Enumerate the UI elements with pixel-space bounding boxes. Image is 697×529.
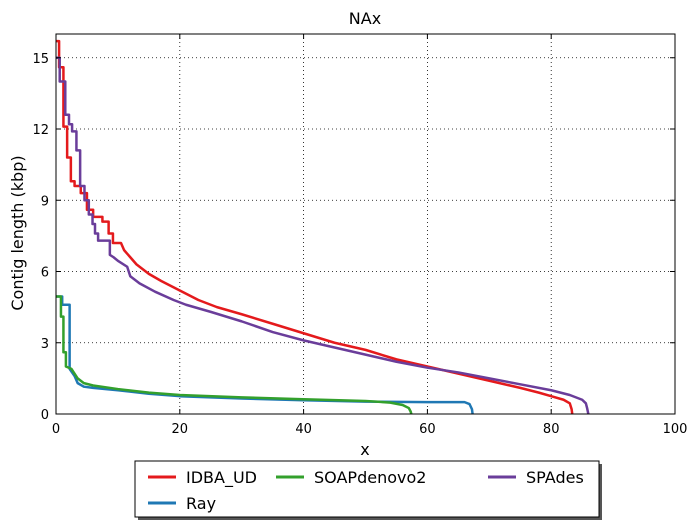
series-line-spades [56, 56, 590, 415]
series-line-idba-ud [56, 39, 574, 415]
series-line-ray [56, 295, 474, 415]
x-tick-label: 80 [543, 422, 560, 437]
x-tick-label: 40 [295, 422, 312, 437]
plot-frame [55, 33, 676, 415]
y-tick-label: 3 [41, 337, 49, 352]
legend: IDBA_UD Ray SOAPdenovo2 SPAdes [134, 460, 602, 520]
series-line-soapdenovo2 [56, 295, 413, 415]
y-tick-label: 9 [41, 194, 49, 209]
y-axis-label: Contig length (kbp) [8, 155, 27, 310]
y-tick-label: 0 [41, 408, 49, 423]
y-tick-label: 12 [32, 123, 49, 138]
y-tick-label: 15 [32, 52, 49, 67]
legend-label: Ray [186, 494, 216, 513]
legend-label: SOAPdenovo2 [314, 468, 426, 487]
legend-label: IDBA_UD [186, 468, 257, 488]
x-axis-label: x [360, 440, 369, 459]
y-tick-label: 6 [41, 266, 49, 281]
x-tick-label: 100 [663, 422, 688, 437]
x-tick-label: 0 [52, 422, 60, 437]
x-tick-label: 20 [172, 422, 189, 437]
series-layer [56, 39, 590, 415]
x-tick-label: 60 [419, 422, 436, 437]
chart-title: NAx [349, 9, 381, 28]
legend-label: SPAdes [526, 468, 584, 487]
tick-layer: 0 20 40 60 80 100 0 3 6 9 12 15 [32, 34, 687, 437]
grid-layer [56, 34, 675, 415]
legend-box [134, 460, 600, 518]
